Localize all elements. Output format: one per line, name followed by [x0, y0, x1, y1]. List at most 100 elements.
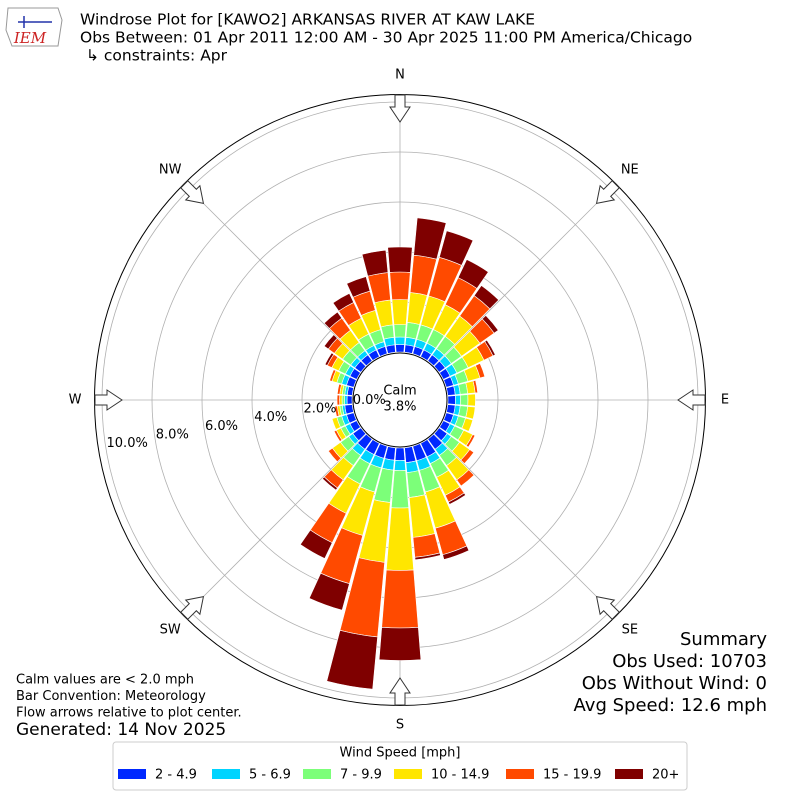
- bar-segment: [344, 395, 348, 405]
- bar-segment: [378, 626, 422, 661]
- flow-arrow: [595, 595, 620, 620]
- direction-label: NW: [159, 163, 182, 178]
- legend-swatch: [394, 769, 422, 779]
- grid-spoke: [433, 183, 617, 367]
- legend-swatch: [118, 769, 146, 779]
- summary-line: Obs Without Wind: 0: [582, 673, 767, 694]
- bar-segment: [333, 429, 343, 442]
- logo: IEM: [5, 7, 63, 47]
- bar-segment: [329, 369, 337, 382]
- bar-segment: [386, 507, 414, 571]
- note-line: Bar Convention: Meteorology: [16, 689, 206, 704]
- bar-segment: [380, 324, 395, 340]
- bar-segment: [299, 529, 333, 559]
- flow-arrow: [180, 180, 205, 205]
- bar-segment: [393, 324, 407, 338]
- r-tick-label: 8.0%: [156, 428, 189, 443]
- legend-label: 2 - 4.9: [155, 768, 197, 783]
- bar-segment: [447, 395, 456, 405]
- bar-segment: [442, 545, 470, 560]
- legend-swatch: [615, 769, 643, 779]
- bar-segment: [323, 311, 343, 329]
- bar-segment: [465, 434, 476, 448]
- bar-segment: [395, 344, 405, 353]
- bar-segment: [331, 417, 341, 430]
- calm-value: 3.8%: [383, 400, 416, 415]
- bar-segment: [346, 395, 353, 405]
- legend-swatch: [506, 769, 534, 779]
- bar-segment: [461, 417, 474, 432]
- constraints: ↳ constraints: Apr: [86, 47, 228, 65]
- flow-arrow: [389, 94, 411, 123]
- r-tick-label: 6.0%: [205, 419, 238, 434]
- bar-segment: [394, 459, 406, 471]
- bar-segment: [454, 394, 461, 406]
- bar-segment: [339, 394, 343, 406]
- direction-label: SE: [622, 622, 638, 637]
- grid-spoke: [433, 433, 617, 617]
- generated: Generated: 14 Nov 2025: [16, 720, 226, 740]
- bar-segment: [391, 299, 409, 326]
- chart-subtitle: Obs Between: 01 Apr 2011 12:00 AM - 30 A…: [80, 29, 692, 47]
- summary-line: Avg Speed: 12.6 mph: [574, 695, 767, 716]
- bar-segment: [336, 383, 342, 395]
- bar-segment: [438, 230, 474, 266]
- legend-box: [112, 741, 688, 791]
- bar-segment: [341, 395, 346, 405]
- bar-segment: [465, 406, 476, 420]
- bar-segment: [448, 492, 467, 505]
- bar-segment: [346, 276, 371, 298]
- legend-label: 20+: [652, 768, 679, 783]
- bar-segment: [389, 271, 411, 301]
- direction-label: S: [396, 718, 404, 733]
- bar-segment: [326, 629, 378, 690]
- legend-title: Wind Speed [mph]: [340, 746, 461, 761]
- bar-segment: [332, 293, 355, 312]
- legend: 2 - 4.9 5 - 6.9 7 - 9.9 10 - 14.9 15 - 19.9 2…: [118, 768, 679, 783]
- summary-line: Obs Used: 10703: [612, 651, 767, 672]
- flow-arrow: [677, 389, 706, 411]
- legend-swatch: [303, 769, 331, 779]
- bar-segment: [387, 246, 413, 273]
- flow-arrow: [94, 389, 123, 411]
- calm-label: Calm: [383, 384, 416, 399]
- legend-label: 7 - 9.9: [340, 768, 382, 783]
- bar-segment: [336, 394, 341, 406]
- flow-arrow: [180, 595, 205, 620]
- direction-label: E: [721, 393, 729, 408]
- summary-line: Summary: [680, 629, 767, 650]
- note-line: Flow arrows relative to plot center.: [16, 706, 242, 721]
- r-tick-label: 10.0%: [107, 436, 148, 451]
- chart-title: Windrose Plot for [KAWO2] ARKANSAS RIVER…: [80, 11, 535, 29]
- direction-label: W: [69, 393, 82, 408]
- direction-label: NE: [621, 163, 639, 178]
- legend-swatch: [212, 769, 240, 779]
- calm-circle: [352, 352, 448, 448]
- r-tick-label: 2.0%: [303, 402, 336, 417]
- legend-label: 10 - 14.9: [431, 768, 489, 783]
- logo-text: IEM: [13, 29, 47, 47]
- bar-segment: [457, 259, 489, 289]
- bar-segment: [324, 352, 335, 366]
- bar-segment: [467, 393, 476, 407]
- bar-segment: [308, 572, 350, 611]
- bar-segment: [472, 379, 478, 394]
- grid-spoke: [183, 433, 367, 617]
- flow-arrow: [595, 180, 620, 205]
- bar-segment: [361, 249, 389, 277]
- bar-segment: [394, 336, 406, 346]
- direction-label: SW: [160, 622, 181, 637]
- bar-segment: [459, 394, 469, 406]
- note-line: Calm values are < 2.0 mph: [16, 673, 194, 688]
- legend-label: 15 - 19.9: [543, 768, 601, 783]
- bar-segment: [334, 405, 340, 417]
- bar-segment: [327, 447, 342, 463]
- flow-arrow: [389, 677, 411, 706]
- bar-segment: [381, 569, 419, 629]
- bar-segment: [484, 339, 496, 357]
- bar-segment: [460, 449, 475, 464]
- grid-spoke: [183, 183, 367, 367]
- bar-segment: [456, 469, 475, 487]
- bar-segment: [413, 217, 447, 260]
